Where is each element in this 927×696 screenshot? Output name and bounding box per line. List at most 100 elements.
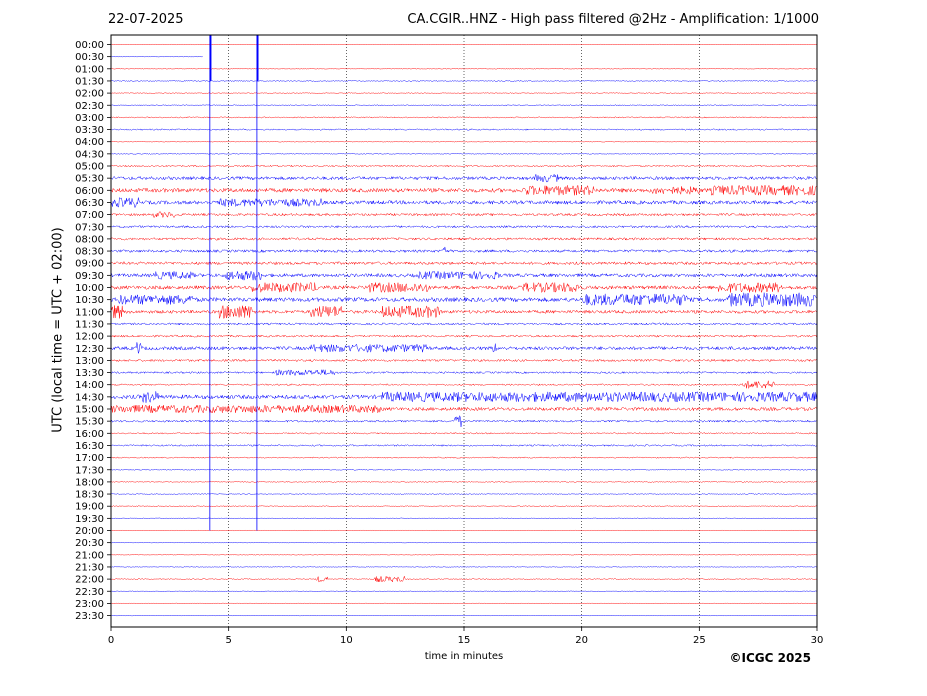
trace-0800 (110, 236, 817, 241)
y-tick-label-0100: 01:00 (75, 64, 104, 75)
y-tick-label-1630: 16:30 (75, 441, 104, 452)
trace-0100 (110, 68, 817, 70)
y-tick-label-1300: 13:00 (75, 356, 104, 367)
y-tick-label-0500: 05:00 (75, 162, 104, 173)
trace-layer (110, 43, 817, 617)
trace-1800 (110, 481, 817, 483)
trace-1230 (110, 342, 817, 354)
copyright-notice: ©ICGC 2025 (729, 651, 811, 665)
y-tick-label-0430: 04:30 (75, 149, 104, 160)
grid-lines (228, 35, 700, 627)
trace-1300 (110, 358, 817, 363)
trace-1430 (110, 391, 817, 404)
spike-layer (209, 35, 259, 531)
y-tick-label-0730: 07:30 (75, 222, 104, 233)
trace-1900 (110, 505, 817, 508)
x-tick-layer: 0 5 10 15 20 25 30 (108, 627, 823, 646)
trace-1330 (110, 368, 817, 377)
trace-1200 (110, 334, 817, 338)
x-tick-label-25: 25 (693, 635, 706, 646)
y-tick-label-0800: 08:00 (75, 234, 104, 245)
y-tick-label-0700: 07:00 (75, 210, 104, 221)
y-tick-label-1230: 12:30 (75, 344, 104, 355)
y-tick-label-2200: 22:00 (75, 575, 104, 586)
trace-2330 (110, 614, 817, 617)
trace-1100 (110, 304, 817, 319)
trace-0930 (110, 270, 817, 281)
trace-2200 (110, 575, 817, 583)
y-tick-label-2230: 22:30 (75, 587, 104, 598)
trace-0000 (110, 43, 817, 46)
y-tick-label-1500: 15:00 (75, 405, 104, 416)
trace-0200 (110, 92, 817, 94)
trace-1400 (110, 380, 817, 389)
y-tick-label-2300: 23:00 (75, 599, 104, 610)
y-tick-label-0330: 03:30 (75, 125, 104, 136)
trace-0900 (110, 260, 817, 266)
trace-0600 (110, 184, 817, 197)
trace-0630 (110, 196, 817, 208)
y-tick-label-2130: 21:30 (75, 562, 104, 573)
trace-0230 (110, 104, 817, 107)
y-tick-label-0830: 08:30 (75, 247, 104, 258)
y-tick-label-0130: 01:30 (75, 76, 104, 87)
trace-2230 (110, 590, 817, 592)
y-tick-label-0030: 00:30 (75, 52, 104, 63)
trace-1830 (110, 493, 817, 495)
y-tick-label-1430: 14:30 (75, 392, 104, 403)
y-tick-label-2100: 21:00 (75, 550, 104, 561)
trace-0500 (110, 164, 817, 168)
x-tick-label-15: 15 (458, 635, 471, 646)
y-tick-label-1900: 19:00 (75, 502, 104, 513)
y-tick-label-1730: 17:30 (75, 465, 104, 476)
y-tick-label-1930: 19:30 (75, 514, 104, 525)
y-tick-label-1600: 16:00 (75, 429, 104, 440)
trace-2100 (110, 554, 817, 556)
chart-title: CA.CGIR..HNZ - High pass filtered @2Hz -… (407, 12, 819, 27)
y-tick-label-1400: 14:00 (75, 380, 104, 391)
y-tick-label-0600: 06:00 (75, 186, 104, 197)
trace-0830 (110, 246, 817, 254)
y-tick-label-0300: 03:00 (75, 113, 104, 124)
y-tick-label-0530: 05:30 (75, 174, 104, 185)
trace-1030 (110, 292, 817, 308)
y-tick-label-2030: 20:30 (75, 538, 104, 549)
trace-2000 (110, 529, 817, 532)
trace-1500 (110, 404, 817, 414)
trace-1130 (110, 322, 817, 326)
y-tick-label-0200: 02:00 (75, 89, 104, 100)
trace-0130 (110, 80, 817, 82)
y-tick-label-0630: 06:30 (75, 198, 104, 209)
y-tick-label-1030: 10:30 (75, 295, 104, 306)
trace-0700 (110, 211, 817, 219)
y-tick-label-2000: 20:00 (75, 526, 104, 537)
trace-2130 (110, 566, 817, 568)
y-tick-label-1330: 13:30 (75, 368, 104, 379)
x-tick-label-5: 5 (225, 635, 231, 646)
chart-date: 22-07-2025 (108, 12, 184, 27)
y-tick-label-1830: 18:30 (75, 490, 104, 501)
y-tick-label-1800: 18:00 (75, 477, 104, 488)
trace-0400 (110, 140, 817, 143)
trace-1700 (110, 456, 817, 459)
y-tick-label-0930: 09:30 (75, 271, 104, 282)
x-tick-label-0: 0 (108, 635, 114, 646)
y-tick-label-2330: 23:30 (75, 611, 104, 622)
trace-0300 (110, 116, 817, 119)
y-tick-label-1130: 11:30 (75, 319, 104, 330)
trace-2030 (110, 542, 817, 544)
y-tick-label-1700: 17:00 (75, 453, 104, 464)
trace-0030 (110, 56, 203, 58)
y-tick-label-0400: 04:00 (75, 137, 104, 148)
x-axis-label: time in minutes (424, 651, 504, 662)
trace-2300 (110, 602, 817, 604)
trace-0430 (110, 153, 817, 155)
trace-1530 (110, 414, 817, 427)
y-tick-label-0900: 09:00 (75, 259, 104, 270)
trace-0330 (110, 128, 817, 131)
x-tick-label-20: 20 (575, 635, 588, 646)
trace-0530 (110, 173, 817, 183)
y-tick-label-0000: 00:00 (75, 40, 104, 51)
